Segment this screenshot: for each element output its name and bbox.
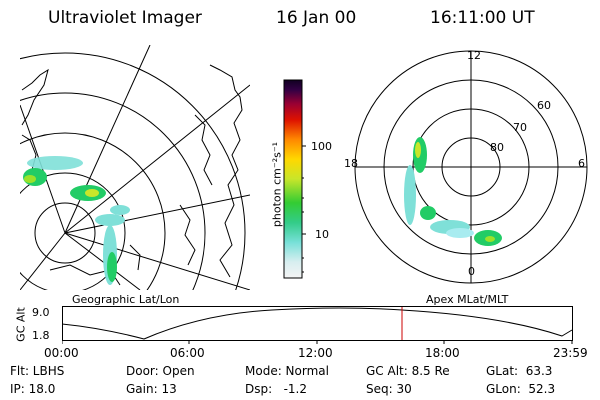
time-label: 16:11:00 UT: [430, 8, 535, 28]
door-status: Door: Open: [126, 364, 195, 378]
geographic-map: [20, 45, 250, 290]
geo-panel-label: Geographic Lat/Lon: [72, 293, 180, 306]
mlt-label-0: 0: [468, 265, 475, 278]
polar-plot: [354, 50, 588, 284]
mode-status: Mode: Normal: [245, 364, 329, 378]
mlt-label-6: 6: [578, 157, 585, 170]
aurora-emission-polar: [404, 137, 502, 246]
altitude-tick-low: 1.8: [32, 329, 50, 342]
colorbar-tick-10: 10: [315, 228, 329, 241]
lat-label-60: 60: [537, 99, 551, 112]
time-tick-2359: 23:59: [553, 346, 588, 360]
time-tick-1200: 12:00: [298, 346, 333, 360]
glat-status: GLat: 63.3: [486, 364, 553, 378]
lat-label-80: 80: [490, 141, 504, 154]
lat-label-70: 70: [513, 121, 527, 134]
colorbar-tick-100: 100: [311, 140, 332, 153]
time-tick-1800: 18:00: [425, 346, 460, 360]
time-tick-0000: 00:00: [44, 346, 79, 360]
altitude-tick-high: 9.0: [32, 306, 50, 319]
glon-status: GLon: 52.3: [486, 382, 556, 396]
gc-alt-status: GC Alt: 8.5 Re: [366, 364, 450, 378]
time-tick-0600: 06:00: [170, 346, 205, 360]
colorbar: [283, 79, 306, 279]
filter-status: Flt: LBHS: [10, 364, 65, 378]
date-label: 16 Jan 00: [276, 8, 357, 28]
colorbar-unit-label: photon cm⁻²s⁻¹: [270, 141, 284, 228]
dsp-status: Dsp: -1.2: [245, 382, 308, 396]
altitude-plot: [62, 306, 573, 344]
app-title: Ultraviolet Imager: [48, 8, 202, 28]
mlt-label-12: 12: [467, 49, 481, 62]
polar-panel-label: Apex MLat/MLT: [426, 293, 509, 306]
mlt-label-18: 18: [344, 157, 358, 170]
aurora-emission-geo: [23, 156, 130, 285]
altitude-ylabel: GC Alt: [14, 307, 28, 342]
seq-status: Seq: 30: [366, 382, 412, 396]
altitude-curve: [62, 307, 573, 340]
gain-status: Gain: 13: [126, 382, 177, 396]
ip-status: IP: 18.0: [10, 382, 56, 396]
